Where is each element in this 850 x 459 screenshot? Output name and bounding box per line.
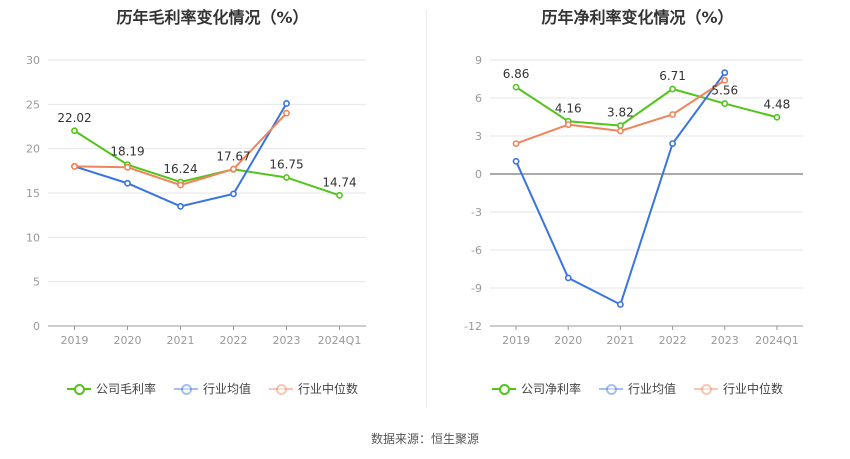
- series-line-company: [515, 86, 778, 127]
- data-label: 3.82: [607, 106, 634, 120]
- data-label: 5.56: [711, 84, 738, 98]
- x-tick-label: 2024Q1: [755, 334, 799, 347]
- series-line-avg: [74, 102, 288, 208]
- chart-title: 历年毛利率变化情况（%）: [116, 8, 309, 27]
- x-tick-label: 2020: [554, 334, 582, 347]
- legend-line-icon: [66, 383, 91, 395]
- net-margin-panel: 历年净利率变化情况（%） -12 -9 -6 -3 0 3 6 9 2019 2020 2021 20…: [425, 0, 850, 420]
- data-point-median: [617, 127, 624, 135]
- data-point-avg: [230, 190, 237, 198]
- data-point-median: [283, 109, 290, 117]
- data-point-avg: [177, 202, 184, 210]
- y-tick-label: 3: [475, 130, 482, 143]
- data-label: 16.24: [163, 162, 197, 176]
- data-label: 14.74: [322, 175, 356, 189]
- data-label: 6.71: [659, 69, 686, 83]
- y-tick-label: 25: [26, 98, 40, 111]
- y-tick-label: 0: [475, 168, 482, 181]
- y-tick-label: 5: [33, 276, 40, 289]
- data-point-median: [512, 140, 520, 147]
- data-point-median: [71, 162, 78, 170]
- gross-margin-panel: 历年毛利率变化情况（%） 0 5 10 15 20 25 30 2019 2020 2021 202…: [0, 0, 425, 420]
- data-point-company: [336, 191, 343, 199]
- legend-label: 公司毛利率: [95, 382, 156, 396]
- y-tick-label: -9: [471, 282, 482, 295]
- data-point-avg: [283, 100, 290, 107]
- x-tick-label: 2022: [659, 334, 687, 347]
- gross-margin-chart: 0 5 10 15 20 25 30 2019 2020 2021 2022 2023 2024Q1 22…: [26, 54, 366, 347]
- y-tick-label: 20: [26, 143, 40, 156]
- data-point-median: [230, 165, 237, 173]
- data-point-avg: [512, 157, 520, 165]
- legend-line-icon: [173, 383, 198, 395]
- legend-item-company[interactable]: 公司净利率: [491, 380, 581, 397]
- x-tick-label: 2022: [220, 334, 248, 347]
- data-label: 4.48: [764, 97, 791, 111]
- x-tick-label: 2021: [167, 334, 195, 347]
- series-line-company: [73, 129, 340, 197]
- data-point-median: [177, 181, 184, 189]
- panel-divider: [426, 10, 427, 408]
- data-label: 6.86: [503, 67, 530, 81]
- x-tick-label: 2019: [502, 334, 530, 347]
- data-source-note: 数据来源：恒生聚源: [370, 432, 479, 446]
- legend-label: 行业中位数: [298, 382, 359, 396]
- x-tick-label: 2023: [711, 334, 739, 347]
- data-point-median: [721, 76, 729, 84]
- y-tick-label: -3: [471, 206, 482, 219]
- data-point-avg: [124, 179, 131, 187]
- legend-item-avg[interactable]: 行业均值: [173, 380, 251, 397]
- y-tick-label: 10: [26, 231, 40, 244]
- y-tick-label: 6: [475, 92, 482, 105]
- legend-line-icon: [598, 383, 623, 395]
- data-label: 16.75: [269, 157, 303, 171]
- x-tick-label: 2021: [606, 334, 634, 347]
- legend-item-avg[interactable]: 行业均值: [598, 380, 676, 397]
- x-tick-label: 2019: [61, 334, 89, 347]
- data-label: 17.67: [216, 149, 250, 163]
- legend-item-median[interactable]: 行业中位数: [694, 380, 783, 397]
- legend-label: 公司净利率: [520, 382, 581, 396]
- data-label: 22.02: [57, 111, 91, 125]
- data-point-company: [283, 174, 290, 181]
- legend-line-icon: [694, 383, 718, 395]
- x-tick-label: 2024Q1: [318, 334, 362, 347]
- legend-line-icon: [491, 383, 516, 395]
- data-point-company: [512, 83, 520, 91]
- data-point-median: [669, 111, 676, 118]
- data-point-median: [124, 163, 131, 171]
- y-tick-label: 9: [475, 54, 482, 67]
- data-point-company: [721, 100, 729, 107]
- data-point-avg: [721, 69, 729, 77]
- data-point-avg: [669, 140, 676, 147]
- legend-item-median[interactable]: 行业中位数: [269, 380, 358, 397]
- y-tick-label: 30: [26, 54, 40, 67]
- data-point-median: [564, 121, 572, 128]
- legend-label: 行业中位数: [723, 382, 784, 396]
- legend: 公司净利率 行业均值 行业中位数: [425, 380, 850, 397]
- legend-label: 行业均值: [627, 382, 676, 396]
- legend-item-company[interactable]: 公司毛利率: [66, 380, 156, 397]
- data-point-company: [669, 85, 676, 93]
- data-point-company: [71, 127, 78, 135]
- data-point-avg: [617, 301, 624, 308]
- net-margin-chart: -12 -9 -6 -3 0 3 6 9 2019 2020 2021 2022 2023 2024Q1 6…: [464, 54, 803, 347]
- data-label: 4.16: [555, 101, 582, 115]
- data-label: 18.19: [110, 145, 144, 159]
- x-tick-label: 2020: [114, 334, 142, 347]
- x-tick-label: 2023: [273, 334, 301, 347]
- y-tick-label: 15: [26, 187, 40, 200]
- data-point-company: [773, 113, 781, 121]
- y-tick-label: -6: [471, 244, 482, 257]
- y-tick-label: -12: [464, 320, 482, 333]
- chart-title: 历年净利率变化情况（%）: [541, 8, 734, 27]
- data-point-company: [617, 122, 624, 130]
- legend-label: 行业均值: [202, 382, 251, 396]
- legend: 公司毛利率 行业均值 行业中位数: [0, 380, 425, 397]
- legend-line-icon: [269, 383, 293, 395]
- data-point-avg: [564, 274, 572, 282]
- y-tick-label: 0: [33, 320, 40, 333]
